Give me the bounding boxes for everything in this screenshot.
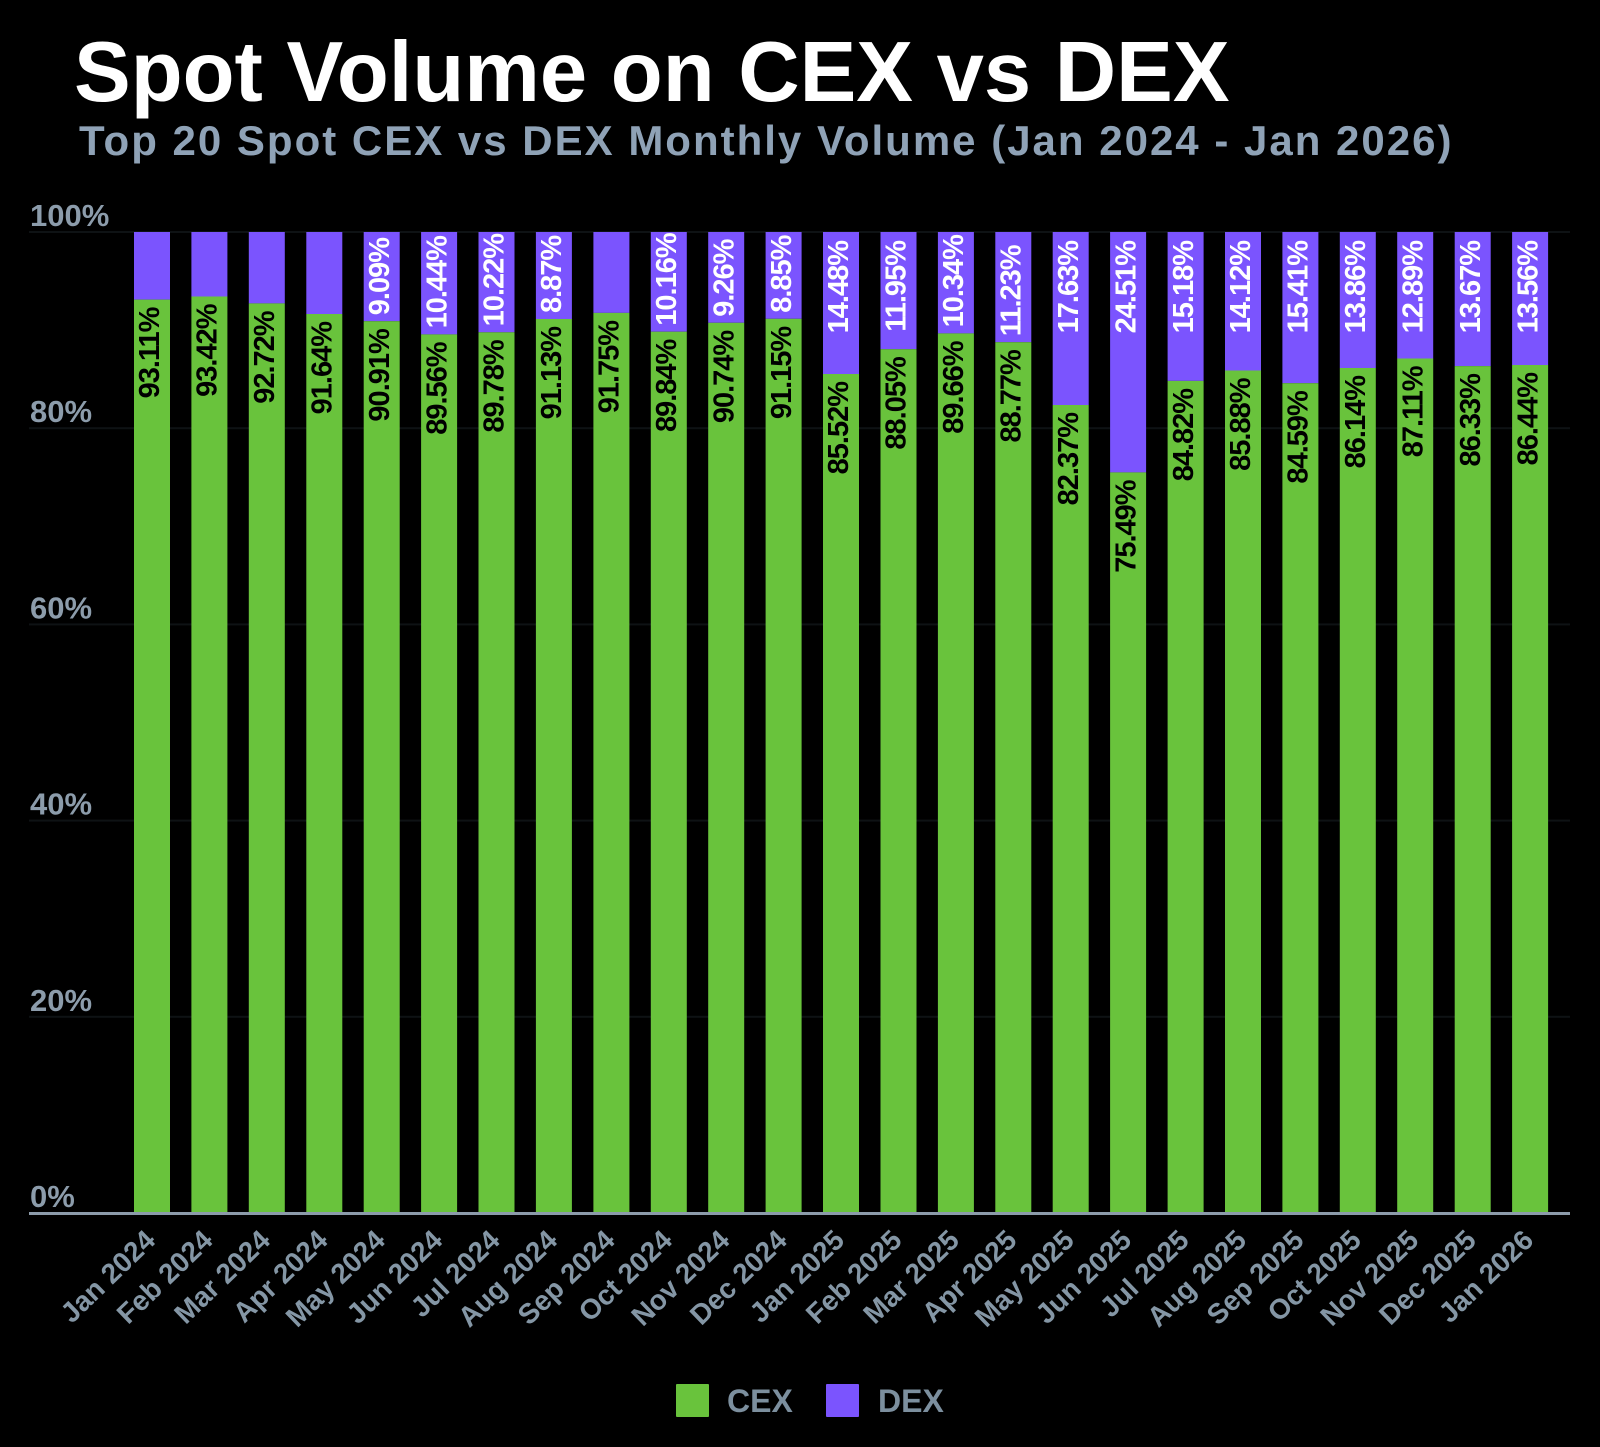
svg-text:40%: 40% [30, 787, 92, 822]
svg-text:10.22%: 10.22% [479, 233, 511, 327]
svg-text:Spot Volume on CEX vs DEX: Spot Volume on CEX vs DEX [74, 25, 1230, 120]
svg-text:90.74%: 90.74% [708, 330, 740, 424]
svg-text:89.56%: 89.56% [421, 341, 453, 435]
svg-text:9.09%: 9.09% [364, 237, 396, 315]
svg-text:84.82%: 84.82% [1168, 388, 1200, 482]
svg-text:13.67%: 13.67% [1455, 240, 1487, 334]
svg-text:82.37%: 82.37% [1053, 412, 1085, 506]
svg-text:89.66%: 89.66% [938, 340, 970, 434]
svg-text:91.64%: 91.64% [307, 321, 339, 415]
svg-text:8.87%: 8.87% [536, 235, 568, 313]
svg-text:91.13%: 91.13% [536, 326, 568, 420]
svg-text:14.48%: 14.48% [823, 240, 855, 334]
svg-text:17.63%: 17.63% [1053, 240, 1085, 334]
svg-text:20%: 20% [30, 983, 92, 1018]
svg-text:100%: 100% [30, 198, 109, 233]
svg-text:84.59%: 84.59% [1283, 390, 1315, 484]
svg-text:11.95%: 11.95% [881, 240, 913, 332]
svg-text:10.16%: 10.16% [651, 232, 683, 326]
svg-text:85.88%: 85.88% [1225, 377, 1257, 471]
svg-text:10.34%: 10.34% [938, 234, 970, 328]
svg-text:11.23%: 11.23% [996, 244, 1028, 336]
svg-text:89.78%: 89.78% [479, 339, 511, 433]
svg-text:80%: 80% [30, 394, 92, 429]
svg-text:CEX: CEX [727, 1383, 793, 1419]
svg-text:9.26%: 9.26% [708, 238, 740, 316]
svg-text:75.49%: 75.49% [1110, 479, 1142, 573]
svg-text:85.52%: 85.52% [823, 381, 855, 475]
svg-text:93.11%: 93.11% [134, 306, 166, 398]
svg-text:15.18%: 15.18% [1168, 240, 1200, 334]
svg-text:24.51%: 24.51% [1110, 240, 1142, 334]
svg-text:92.72%: 92.72% [249, 310, 281, 404]
svg-text:Top 20 Spot CEX vs DEX Monthly: Top 20 Spot CEX vs DEX Monthly Volume (J… [79, 117, 1453, 164]
svg-text:60%: 60% [30, 590, 92, 625]
svg-text:86.44%: 86.44% [1512, 372, 1544, 466]
svg-text:93.42%: 93.42% [192, 303, 224, 397]
svg-text:0%: 0% [30, 1179, 75, 1214]
svg-text:86.33%: 86.33% [1455, 373, 1487, 467]
svg-text:89.84%: 89.84% [651, 338, 683, 432]
svg-text:8.85%: 8.85% [766, 234, 798, 312]
svg-text:86.14%: 86.14% [1340, 375, 1372, 469]
svg-text:15.41%: 15.41% [1283, 240, 1315, 334]
svg-text:90.91%: 90.91% [364, 328, 396, 422]
svg-text:14.12%: 14.12% [1225, 240, 1257, 334]
svg-text:10.44%: 10.44% [421, 235, 453, 329]
svg-text:13.86%: 13.86% [1340, 240, 1372, 334]
svg-text:88.05%: 88.05% [881, 356, 913, 450]
svg-text:13.56%: 13.56% [1512, 240, 1544, 334]
svg-text:DEX: DEX [878, 1383, 944, 1419]
svg-text:91.15%: 91.15% [766, 326, 798, 420]
svg-text:88.77%: 88.77% [996, 349, 1028, 443]
svg-text:12.89%: 12.89% [1397, 240, 1429, 334]
svg-text:87.11%: 87.11% [1397, 365, 1429, 457]
svg-text:91.75%: 91.75% [594, 320, 626, 414]
